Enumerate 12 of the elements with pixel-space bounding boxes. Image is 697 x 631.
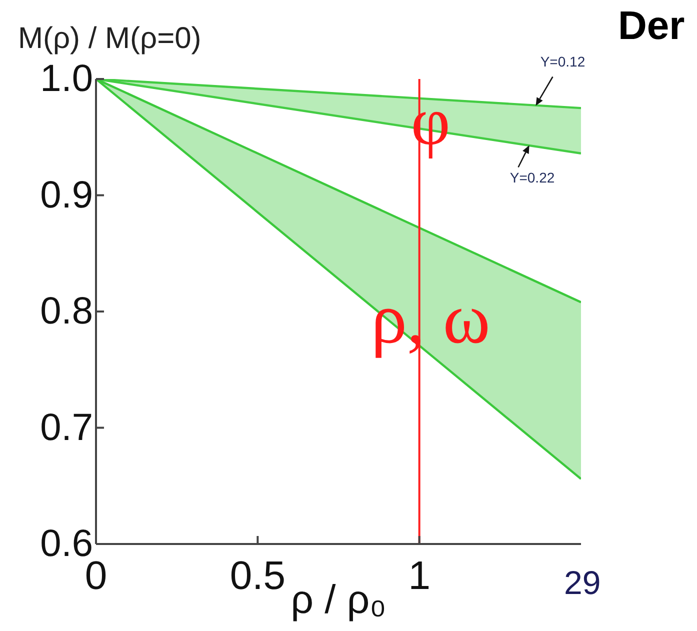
y-tick-label: 0.7 bbox=[40, 406, 93, 449]
y-tick-label: 0.8 bbox=[40, 290, 93, 332]
x-axis-title: ρ / ρ₀ bbox=[290, 578, 386, 622]
annotation: Y=0.12 bbox=[540, 54, 586, 70]
y-tick-label: 0.9 bbox=[40, 174, 93, 216]
text: 29 bbox=[564, 564, 601, 601]
y-tick-label: 1.0 bbox=[40, 58, 93, 100]
text: Der bbox=[618, 4, 685, 48]
x-tick-label: 1 bbox=[408, 554, 430, 598]
annotation: Y=0.22 bbox=[510, 169, 555, 186]
x-tick-label: 0.5 bbox=[230, 554, 286, 598]
y-axis-title: M(ρ) / M(ρ=0) bbox=[18, 22, 202, 55]
